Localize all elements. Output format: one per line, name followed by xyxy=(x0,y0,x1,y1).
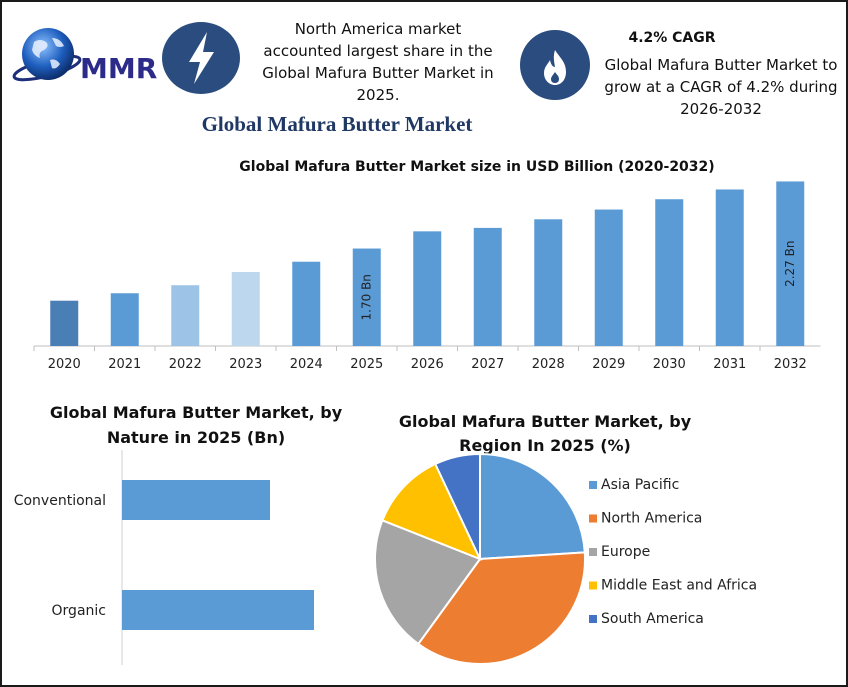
pie-slice-4 xyxy=(433,452,481,560)
legend-label: North America xyxy=(601,511,702,527)
x-tick-label: 2022 xyxy=(169,357,202,372)
bar-2023 xyxy=(231,272,260,346)
bar-2020 xyxy=(50,300,79,346)
bar-2024 xyxy=(292,261,321,346)
legend-swatch xyxy=(589,581,597,590)
bar-2021 xyxy=(110,293,139,346)
bar-2032 xyxy=(776,181,805,346)
x-tick-label: 2030 xyxy=(653,357,686,372)
legend-swatch xyxy=(589,481,597,489)
lightning-bolt-icon xyxy=(162,22,240,94)
x-tick-label: 2024 xyxy=(290,357,323,372)
legend-swatch xyxy=(589,615,597,623)
pie-slice-3 xyxy=(381,462,482,561)
globe-icon xyxy=(22,28,74,80)
x-tick-label: 2023 xyxy=(229,357,262,372)
x-tick-label: 2032 xyxy=(774,357,807,372)
x-tick-label: 2031 xyxy=(713,357,746,372)
data-label: 1.70 Bn xyxy=(360,274,374,320)
legend-label: Europe xyxy=(601,544,650,560)
region-chart-title: Global Mafura Butter Market, by Region I… xyxy=(398,412,692,455)
legend-label: Asia Pacific xyxy=(601,477,679,493)
x-tick-label: 2020 xyxy=(48,357,81,372)
region-pie-chart: Asia Pacific North America Europe Middle Ea… xyxy=(374,452,757,665)
x-tick-label: 2026 xyxy=(411,357,444,372)
pie-slice-0 xyxy=(479,452,586,561)
x-tick-label: 2028 xyxy=(532,357,565,372)
bar-2026 xyxy=(413,231,442,346)
x-tick-label: 2027 xyxy=(471,357,504,372)
share-text: North America market accounted largest s… xyxy=(262,20,494,104)
main-title: Global Mafura Butter Market xyxy=(201,112,473,136)
nature-chart-title: Global Mafura Butter Market, by Nature i… xyxy=(49,403,343,447)
market-size-chart-title: Global Mafura Butter Market size in USD … xyxy=(239,159,715,175)
bar-2031 xyxy=(715,189,744,346)
category-label: Conventional xyxy=(14,493,106,509)
bar-2027 xyxy=(473,227,502,346)
market-size-bar-chart: 2020 2021 2022 2023 2024 2025 1.70 Bn 2026 2027 2… xyxy=(33,181,821,372)
logo-text: MMR xyxy=(80,52,157,85)
legend-label: South America xyxy=(601,611,704,627)
bar-2030 xyxy=(655,199,684,346)
cagr-text: Global Mafura Butter Market to grow at a… xyxy=(604,56,838,118)
bar-2025 xyxy=(352,248,381,346)
cagr-title: 4.2% CAGR xyxy=(628,30,716,46)
legend-swatch xyxy=(589,514,597,523)
data-label: 2.27 Bn xyxy=(783,241,797,287)
bar-2029 xyxy=(594,209,623,346)
pie-slice-2 xyxy=(374,519,482,646)
flame-icon xyxy=(520,30,590,100)
mmr-logo: MMR xyxy=(12,28,157,85)
bar-2022 xyxy=(171,285,200,346)
x-tick-label: 2025 xyxy=(350,357,383,372)
pie-slice-1 xyxy=(416,551,586,665)
x-tick-label: 2029 xyxy=(592,357,625,372)
legend-swatch xyxy=(589,548,597,556)
x-tick-label: 2021 xyxy=(108,357,141,372)
bar-organic xyxy=(122,590,314,630)
bar-conventional xyxy=(122,480,270,520)
category-label: Organic xyxy=(52,603,106,619)
bar-2028 xyxy=(534,219,563,346)
nature-bar-chart: Conventional Organic xyxy=(14,450,314,665)
legend-label: Middle East and Africa xyxy=(601,578,757,594)
